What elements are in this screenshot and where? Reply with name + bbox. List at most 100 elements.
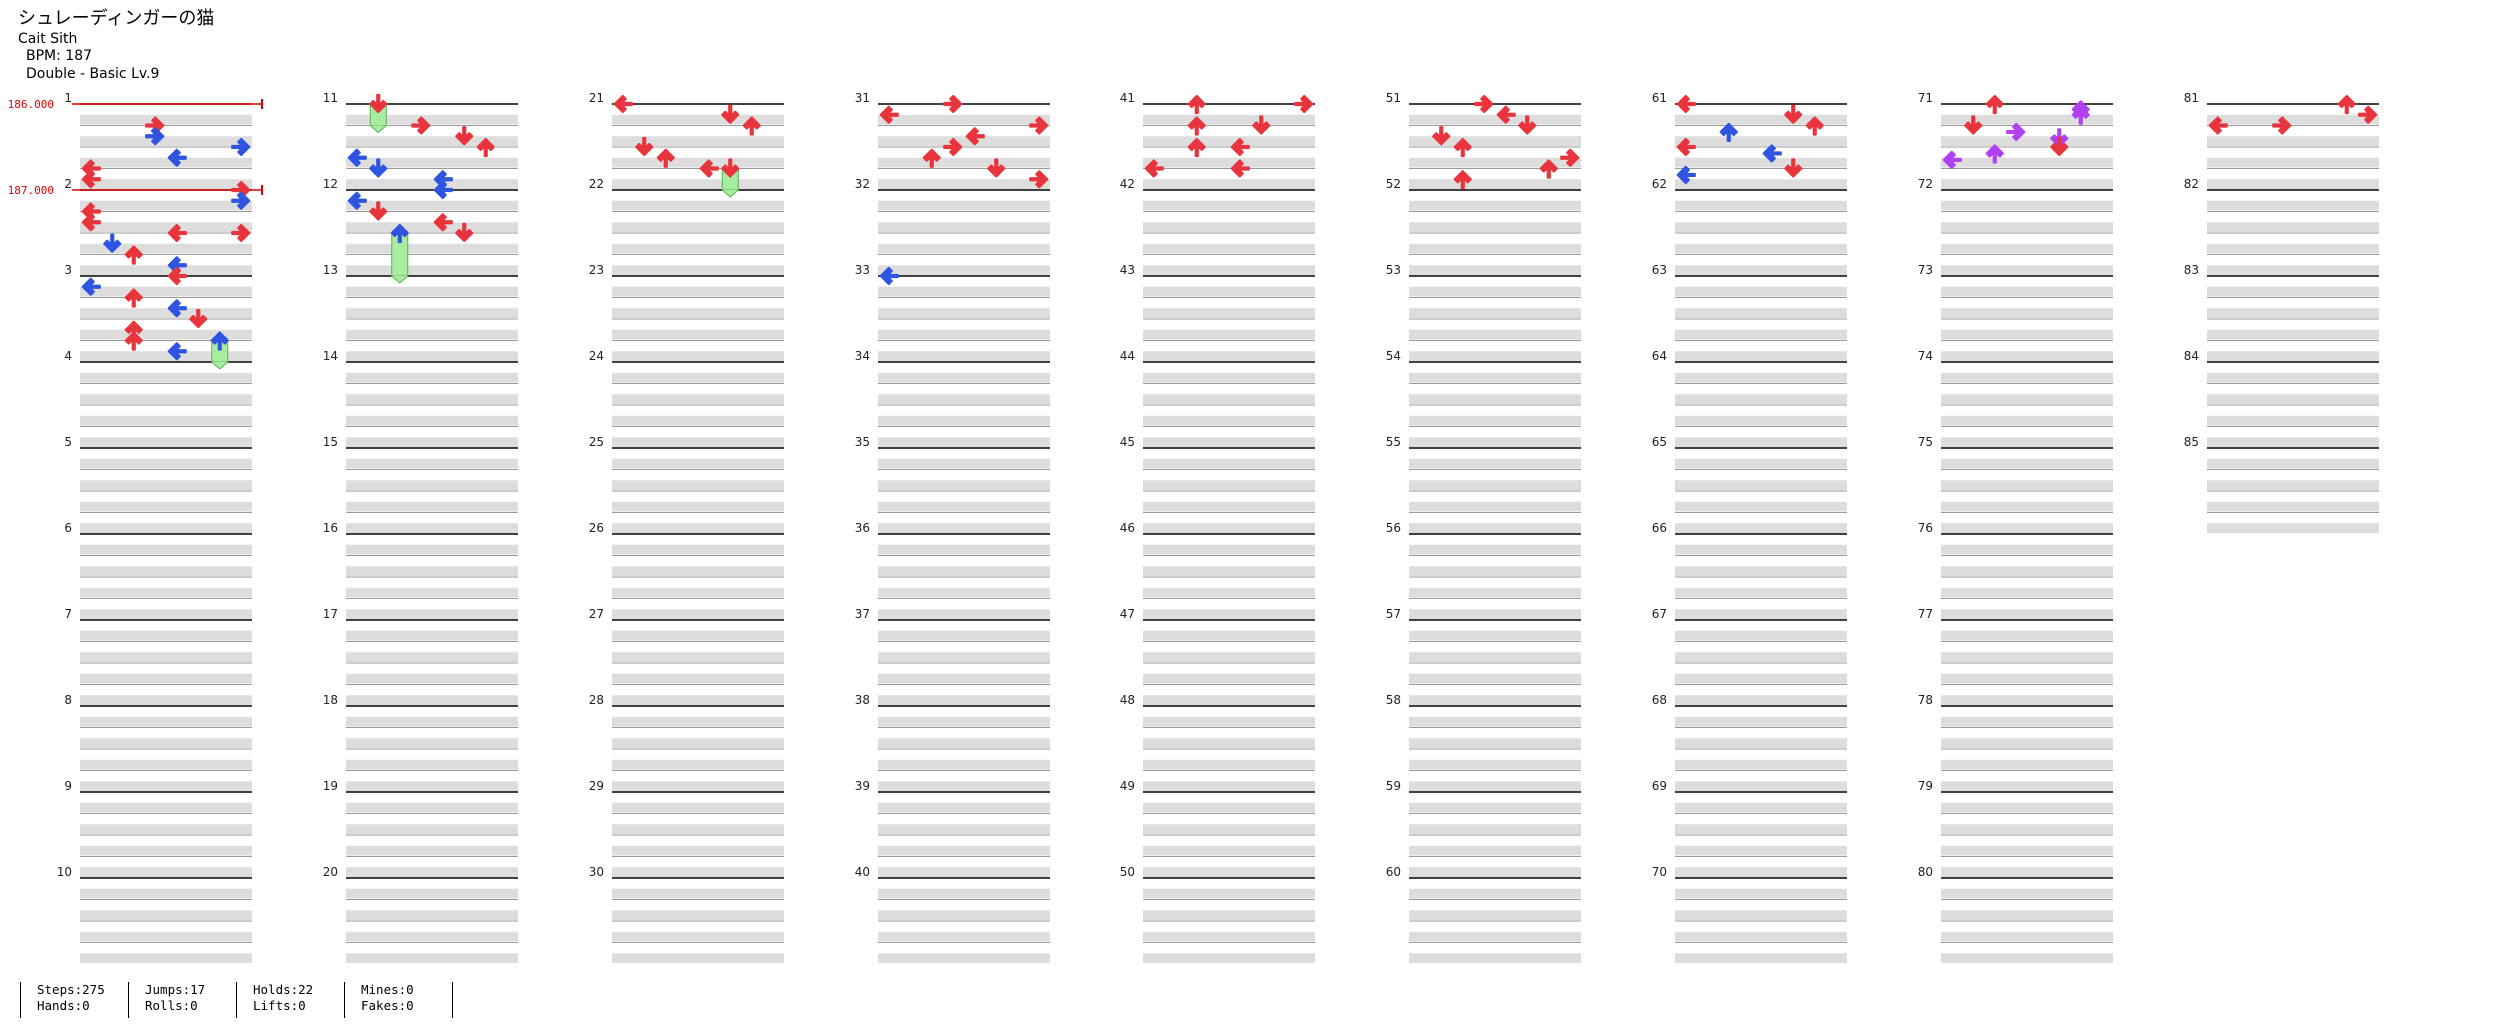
arrow-left-icon [1144, 159, 1164, 178]
chart-difficulty: Double - Basic Lv.9 [26, 65, 160, 82]
beat-band [80, 308, 252, 318]
beat-band [1143, 609, 1315, 619]
arrow-up-icon [2337, 94, 2356, 115]
measure-number: 3 [64, 263, 72, 277]
measure-12: 12 [323, 177, 518, 275]
beat-band [612, 609, 784, 619]
beat-band [612, 781, 784, 791]
beat-band [1941, 200, 2113, 211]
beat-band [1941, 286, 2113, 297]
beat-band [1143, 695, 1315, 705]
measure-number: 30 [589, 865, 604, 879]
measure-49: 49 [1120, 779, 1315, 877]
measure-number: 48 [1120, 693, 1135, 707]
beat-band [1941, 910, 2113, 920]
hold-note [211, 340, 229, 370]
arrow-down-icon [189, 308, 208, 329]
beat-band [1409, 824, 1581, 834]
beat-band [612, 179, 784, 189]
beat-band [1409, 200, 1581, 211]
beat-band [878, 587, 1050, 598]
arrow-up-icon [124, 288, 143, 308]
beat-band [1675, 931, 1847, 942]
beat-band [1409, 609, 1581, 619]
beat-band [1143, 243, 1315, 254]
measure-number: 72 [1918, 177, 1933, 191]
beat-band [80, 802, 252, 813]
beat-band [1409, 480, 1581, 490]
measure-number: 20 [323, 865, 338, 879]
measure-number: 45 [1120, 435, 1135, 449]
measure-number: 2 [64, 177, 72, 191]
beat-band [80, 437, 252, 447]
measure-36: 36 [855, 521, 1050, 619]
measure-84: 84 [2184, 349, 2379, 447]
beat-band [80, 136, 252, 146]
beat-band [2207, 157, 2379, 168]
measure-number: 32 [855, 177, 870, 191]
beat-band [1941, 372, 2113, 383]
measure-number: 38 [855, 693, 870, 707]
measure-number: 81 [2184, 91, 2199, 105]
beat-band [1675, 587, 1847, 598]
beat-band [1675, 394, 1847, 404]
beat-band [346, 523, 518, 533]
arrow-right-icon [411, 116, 431, 135]
beat-band [1143, 480, 1315, 490]
arrow-left-icon [1942, 150, 1962, 169]
measure-number: 10 [57, 865, 72, 879]
measure-number: 42 [1120, 177, 1135, 191]
beat-band [346, 415, 518, 426]
beat-band [2207, 200, 2379, 211]
beat-band [878, 308, 1050, 318]
beat-band [878, 910, 1050, 920]
beat-band [612, 394, 784, 404]
beat-band [878, 609, 1050, 619]
beat-band [612, 286, 784, 297]
arrow-left-icon [1762, 144, 1782, 163]
beat-band [1409, 781, 1581, 791]
measure-number: 77 [1918, 607, 1933, 621]
beat-band [1941, 673, 2113, 684]
measure-50: 50 [1120, 865, 1315, 963]
beat-band [878, 845, 1050, 856]
beat-band [346, 544, 518, 555]
measure-number: 55 [1386, 435, 1401, 449]
measure-54: 54 [1386, 349, 1581, 447]
measure-5: 5 [64, 435, 252, 533]
beat-band [612, 415, 784, 426]
arrow-right-icon [2006, 122, 2026, 142]
arrow-left-icon [81, 213, 101, 232]
measure-number: 8 [64, 693, 72, 707]
measure-85: 85 [2184, 435, 2379, 533]
measure-51: 51 [1386, 91, 1581, 189]
measure-number: 73 [1918, 263, 1933, 277]
beat-band [1941, 523, 2113, 533]
measure-73: 73 [1918, 263, 2113, 361]
beat-band [1675, 286, 1847, 297]
beat-band [346, 114, 518, 125]
beat-band [1675, 222, 1847, 232]
beat-band [1941, 738, 2113, 748]
beat-band [612, 953, 784, 963]
measure-65: 65 [1652, 435, 1847, 533]
arrow-right-icon [1560, 148, 1580, 167]
measure-number: 82 [2184, 177, 2199, 191]
measure-number: 71 [1918, 91, 1933, 105]
beat-band [1675, 759, 1847, 770]
measure-number: 44 [1120, 349, 1135, 363]
measure-number: 43 [1120, 263, 1135, 277]
arrow-up-icon [1187, 137, 1206, 158]
beat-band [346, 630, 518, 641]
measure-53: 53 [1386, 263, 1581, 361]
measure-46: 46 [1120, 521, 1315, 619]
beat-band [1941, 222, 2113, 232]
measure-number: 14 [323, 349, 338, 363]
beat-band [2207, 243, 2379, 254]
measure-25: 25 [589, 435, 784, 533]
stats-holds-lifts: Holds:22 Lifts:0 [236, 982, 313, 1018]
beat-band [1675, 415, 1847, 426]
beat-band [1675, 845, 1847, 856]
measure-40: 40 [855, 865, 1050, 963]
measure-26: 26 [589, 521, 784, 619]
